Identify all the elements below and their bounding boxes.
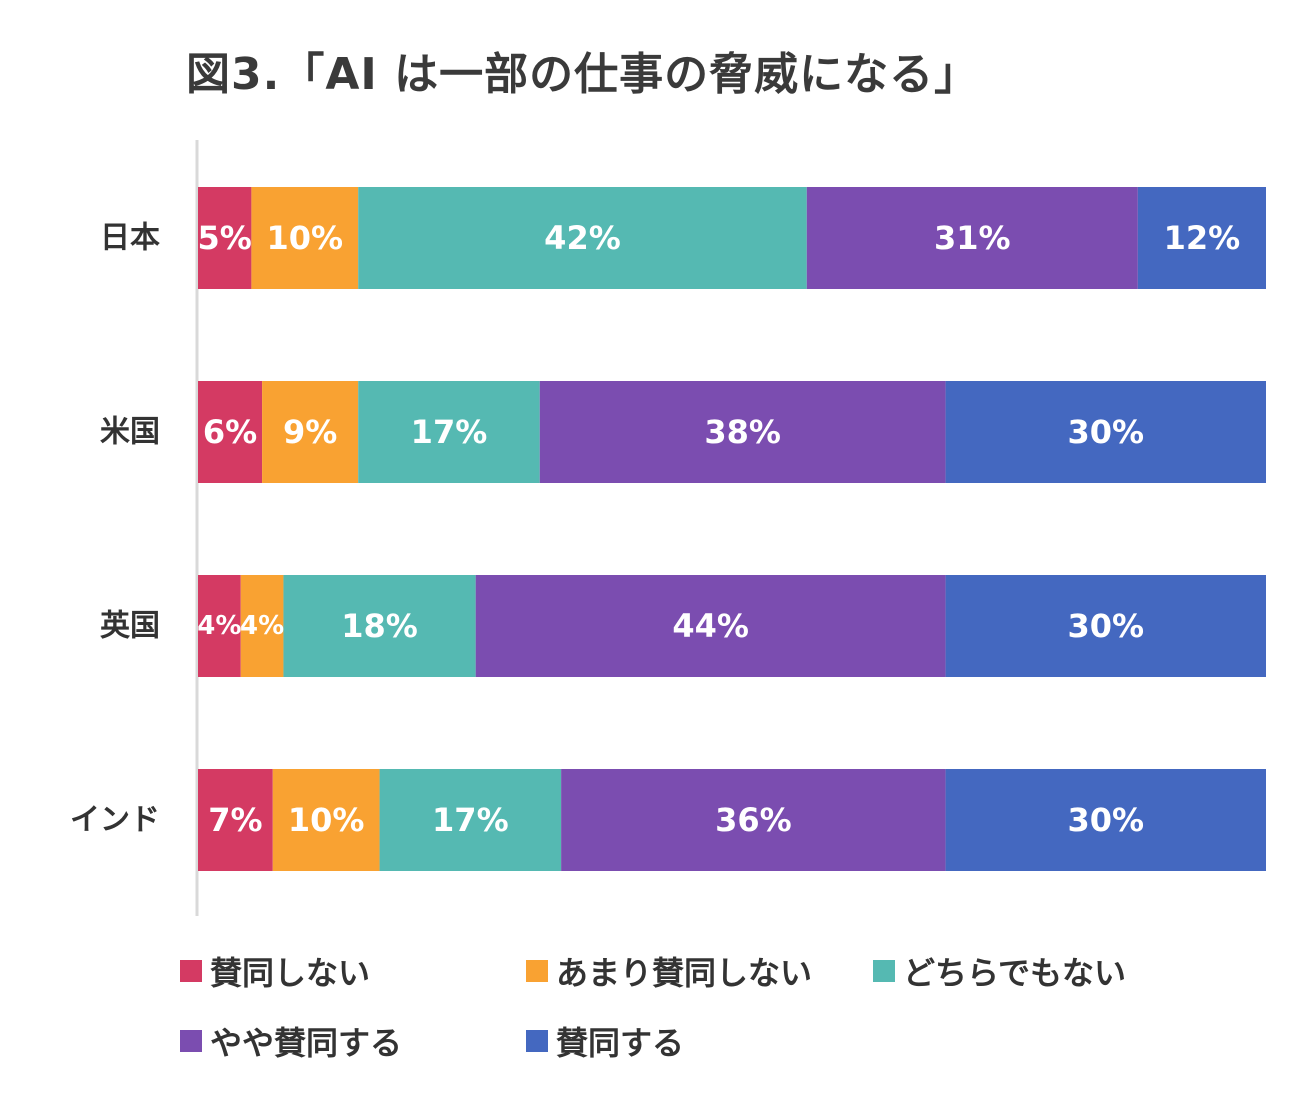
- bar-segment: [198, 769, 273, 871]
- bar-segment: [198, 575, 241, 677]
- bar-segment: [379, 769, 562, 871]
- data-label: 5%: [198, 219, 252, 257]
- bar-segment: [262, 381, 359, 483]
- legend-item: あまり賛同しない: [526, 948, 812, 994]
- bar-segment: [358, 381, 540, 483]
- data-label: 30%: [1068, 607, 1145, 645]
- data-label: 4%: [240, 611, 284, 641]
- legend-item: 賛同する: [526, 1018, 684, 1064]
- data-label: 42%: [544, 219, 621, 257]
- data-label: 44%: [672, 607, 749, 645]
- legend-swatch: [526, 960, 548, 982]
- bar-segment: [806, 187, 1138, 289]
- bar-segment: [945, 381, 1266, 483]
- data-label: 12%: [1164, 219, 1241, 257]
- legend-label: 賛同しない: [210, 954, 371, 992]
- legend-label: 賛同する: [556, 1024, 685, 1062]
- data-label: 30%: [1068, 801, 1145, 839]
- bar-segment: [240, 575, 284, 677]
- bar-segment: [945, 575, 1266, 677]
- data-label: 4%: [197, 611, 241, 641]
- legend-label: あまり賛同しない: [556, 954, 813, 992]
- data-label: 31%: [934, 219, 1011, 257]
- category-label: 米国: [100, 415, 160, 450]
- data-label: 10%: [288, 801, 365, 839]
- category-label: インド: [70, 803, 160, 838]
- data-label: 17%: [411, 413, 488, 451]
- data-label: 17%: [432, 801, 509, 839]
- legend-swatch: [180, 1030, 202, 1052]
- bar-segment: [561, 769, 946, 871]
- bar-segment: [198, 381, 263, 483]
- legend-item: やや賛同する: [180, 1018, 402, 1064]
- data-label: 18%: [341, 607, 418, 645]
- chart-title: 図3.「AI は一部の仕事の脅威になる」: [186, 49, 980, 100]
- data-label: 30%: [1068, 413, 1145, 451]
- bar-segment: [1137, 187, 1266, 289]
- legend-item: 賛同しない: [180, 948, 370, 994]
- bar-segment: [251, 187, 359, 289]
- legend-label: やや賛同する: [210, 1024, 403, 1062]
- legend-swatch: [526, 1030, 548, 1052]
- legend-swatch: [180, 960, 202, 982]
- bar-segment: [945, 769, 1266, 871]
- stacked-bar-chart: 日本 5% 10% 42% 31% 12% 米国 6% 9% 17% 38% 30% 英国 4%4% 18%…: [70, 140, 1266, 916]
- data-label: 10%: [267, 219, 344, 257]
- data-label: 36%: [715, 801, 792, 839]
- data-label: 7%: [208, 801, 262, 839]
- data-label: 38%: [704, 413, 781, 451]
- legend-label: どちらでもない: [903, 954, 1127, 992]
- bar-segment: [358, 187, 807, 289]
- data-label: 9%: [283, 413, 337, 451]
- bar-segment: [272, 769, 380, 871]
- category-label: 日本: [100, 221, 160, 256]
- bar-segment: [539, 381, 946, 483]
- category-label: 英国: [100, 609, 160, 644]
- data-label: 6%: [203, 413, 257, 451]
- bar-segment: [475, 575, 946, 677]
- legend-swatch: [873, 960, 895, 982]
- bar-segment: [283, 575, 476, 677]
- legend-item: どちらでもない: [873, 948, 1126, 994]
- bar-segment: [198, 187, 252, 289]
